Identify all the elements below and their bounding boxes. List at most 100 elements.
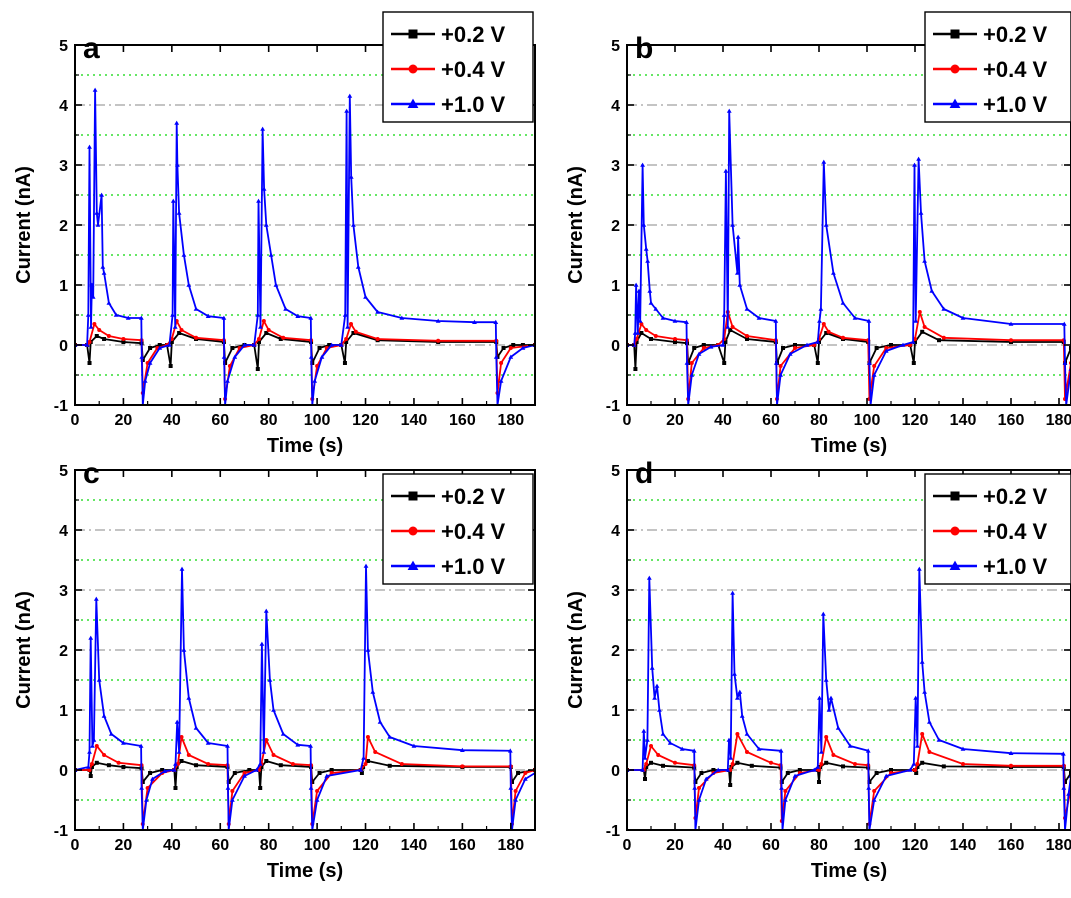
data-point xyxy=(88,635,94,640)
y-tick-label: 3 xyxy=(611,583,620,600)
data-point xyxy=(507,748,513,753)
x-axis-label: Time (s) xyxy=(811,435,887,457)
data-point xyxy=(160,768,165,772)
data-point xyxy=(193,306,199,311)
data-point xyxy=(121,337,126,341)
data-point xyxy=(498,378,504,383)
data-point xyxy=(667,740,673,745)
data-point xyxy=(835,725,841,730)
data-point xyxy=(358,767,364,772)
data-point xyxy=(264,331,269,335)
data-point xyxy=(101,713,107,718)
legend-label: +1.0 V xyxy=(441,554,506,579)
data-point xyxy=(317,346,322,350)
series-line xyxy=(75,89,535,405)
data-point xyxy=(92,322,97,326)
data-point xyxy=(436,338,441,343)
data-point xyxy=(94,210,100,215)
data-point xyxy=(793,343,797,347)
x-tick-label: 20 xyxy=(666,412,684,429)
data-point xyxy=(90,743,95,748)
data-point xyxy=(308,315,314,320)
legend-label: +0.2 V xyxy=(441,484,506,509)
data-point xyxy=(387,734,393,739)
data-point xyxy=(459,747,465,752)
data-point xyxy=(703,776,709,781)
data-point xyxy=(342,361,347,365)
data-point xyxy=(641,222,647,227)
data-point xyxy=(749,763,754,768)
data-point xyxy=(88,324,94,329)
data-point xyxy=(273,282,279,287)
data-point xyxy=(255,367,260,371)
data-point xyxy=(1066,791,1071,796)
data-point xyxy=(866,318,872,323)
data-point xyxy=(817,768,821,772)
data-point xyxy=(511,343,516,347)
data-point xyxy=(85,312,91,317)
data-point xyxy=(922,258,927,263)
data-point xyxy=(941,335,946,340)
data-point xyxy=(735,234,741,239)
data-point xyxy=(726,737,732,742)
y-tick-label: 3 xyxy=(59,158,68,175)
data-point xyxy=(723,168,729,173)
data-point xyxy=(823,222,829,227)
x-tick-label: 40 xyxy=(714,412,732,429)
data-point xyxy=(961,762,965,766)
legend-marker xyxy=(950,526,960,536)
legend-label: +0.4 V xyxy=(983,57,1048,82)
data-point xyxy=(150,776,155,781)
x-tick-label: 20 xyxy=(666,837,684,854)
data-point xyxy=(739,713,745,718)
data-point xyxy=(910,339,916,344)
x-tick-label: 180 xyxy=(497,412,524,429)
data-point xyxy=(174,719,180,724)
data-point xyxy=(257,337,261,341)
y-tick-label: 5 xyxy=(611,38,620,55)
data-point xyxy=(342,312,348,317)
data-point xyxy=(232,771,237,775)
data-point xyxy=(87,144,92,149)
data-point xyxy=(634,340,639,344)
data-point xyxy=(916,566,922,571)
y-tick-label: 4 xyxy=(611,98,620,115)
data-point xyxy=(920,329,925,334)
data-point xyxy=(173,786,178,790)
y-tick-label: 1 xyxy=(611,278,620,295)
data-point xyxy=(728,755,734,760)
data-point xyxy=(206,762,211,766)
data-point xyxy=(256,198,261,203)
data-point xyxy=(696,351,702,356)
data-point xyxy=(649,760,653,765)
y-tick-label: 2 xyxy=(59,218,68,235)
legend-label: +1.0 V xyxy=(441,92,506,117)
y-axis-label: Current (nA) xyxy=(565,591,587,709)
data-point xyxy=(645,258,651,263)
data-point xyxy=(645,737,650,742)
data-point xyxy=(257,761,263,766)
data-point xyxy=(121,740,126,745)
data-point xyxy=(643,246,649,251)
data-point xyxy=(745,750,749,754)
x-tick-label: 140 xyxy=(950,837,977,854)
data-point xyxy=(927,750,932,754)
y-tick-label: 4 xyxy=(59,98,68,115)
data-point xyxy=(824,331,829,335)
data-point xyxy=(874,346,879,350)
data-point xyxy=(312,378,318,383)
data-point xyxy=(99,192,105,197)
data-point xyxy=(684,360,690,365)
data-point xyxy=(643,777,647,781)
data-point xyxy=(142,378,148,383)
data-point xyxy=(728,328,733,332)
data-point xyxy=(225,378,230,383)
panel-label: b xyxy=(635,32,653,65)
data-point xyxy=(399,762,404,766)
legend-marker xyxy=(950,29,960,39)
data-point xyxy=(644,328,649,332)
data-point xyxy=(169,340,174,344)
data-point xyxy=(779,785,784,790)
data-point xyxy=(363,563,369,568)
